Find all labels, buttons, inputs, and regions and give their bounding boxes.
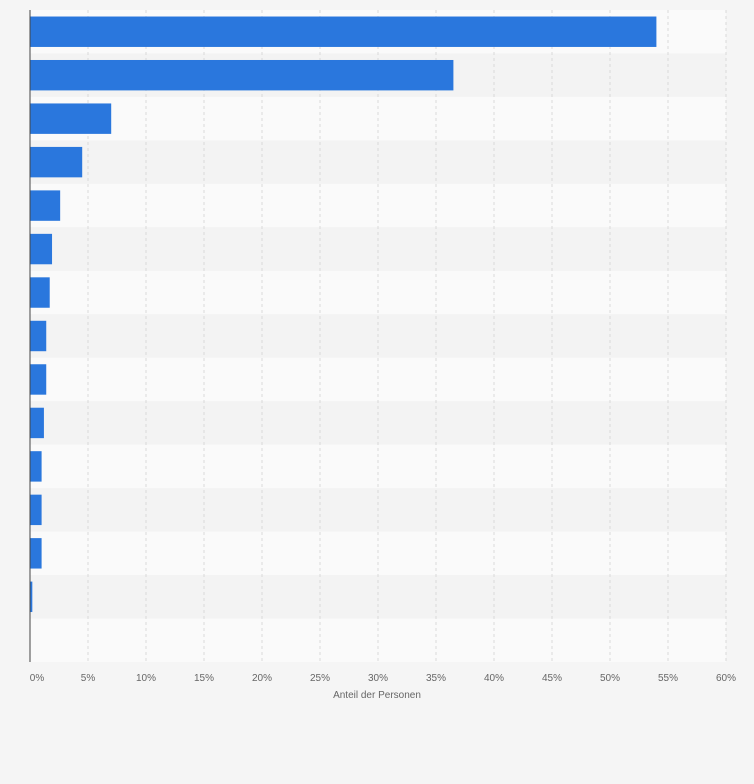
x-tick-label: 40% (484, 673, 504, 684)
bar (30, 538, 42, 569)
bar (30, 364, 47, 395)
x-tick-label: 55% (658, 673, 678, 684)
bars (30, 16, 657, 613)
bar (30, 451, 42, 482)
x-tick-label: 15% (194, 673, 214, 684)
x-tick-label: 0% (30, 673, 45, 684)
bar (30, 320, 47, 352)
x-tick-label: 45% (542, 673, 562, 684)
bar (30, 494, 42, 526)
bar (30, 581, 33, 613)
x-tick-label: 25% (310, 673, 330, 684)
bar (30, 59, 454, 91)
x-tick-labels: 0% 5% 10% 15% 20% 25% 30% 35% 40% 45% 50% 55% 60% (30, 673, 736, 684)
x-tick-label: 20% (252, 673, 272, 684)
bar (30, 277, 50, 308)
x-tick-label: 30% (368, 673, 388, 684)
bar (30, 16, 657, 47)
x-tick-label: 5% (81, 673, 96, 684)
x-tick-label: 50% (600, 673, 620, 684)
x-tick-label: 60% (716, 673, 736, 684)
x-tick-label: 10% (136, 673, 156, 684)
bar (30, 190, 61, 221)
x-axis-label: Anteil der Personen (333, 690, 421, 701)
bar (30, 146, 83, 178)
x-tick-label: 35% (426, 673, 446, 684)
bar (30, 407, 44, 439)
bar (30, 233, 53, 265)
bar (30, 103, 112, 134)
